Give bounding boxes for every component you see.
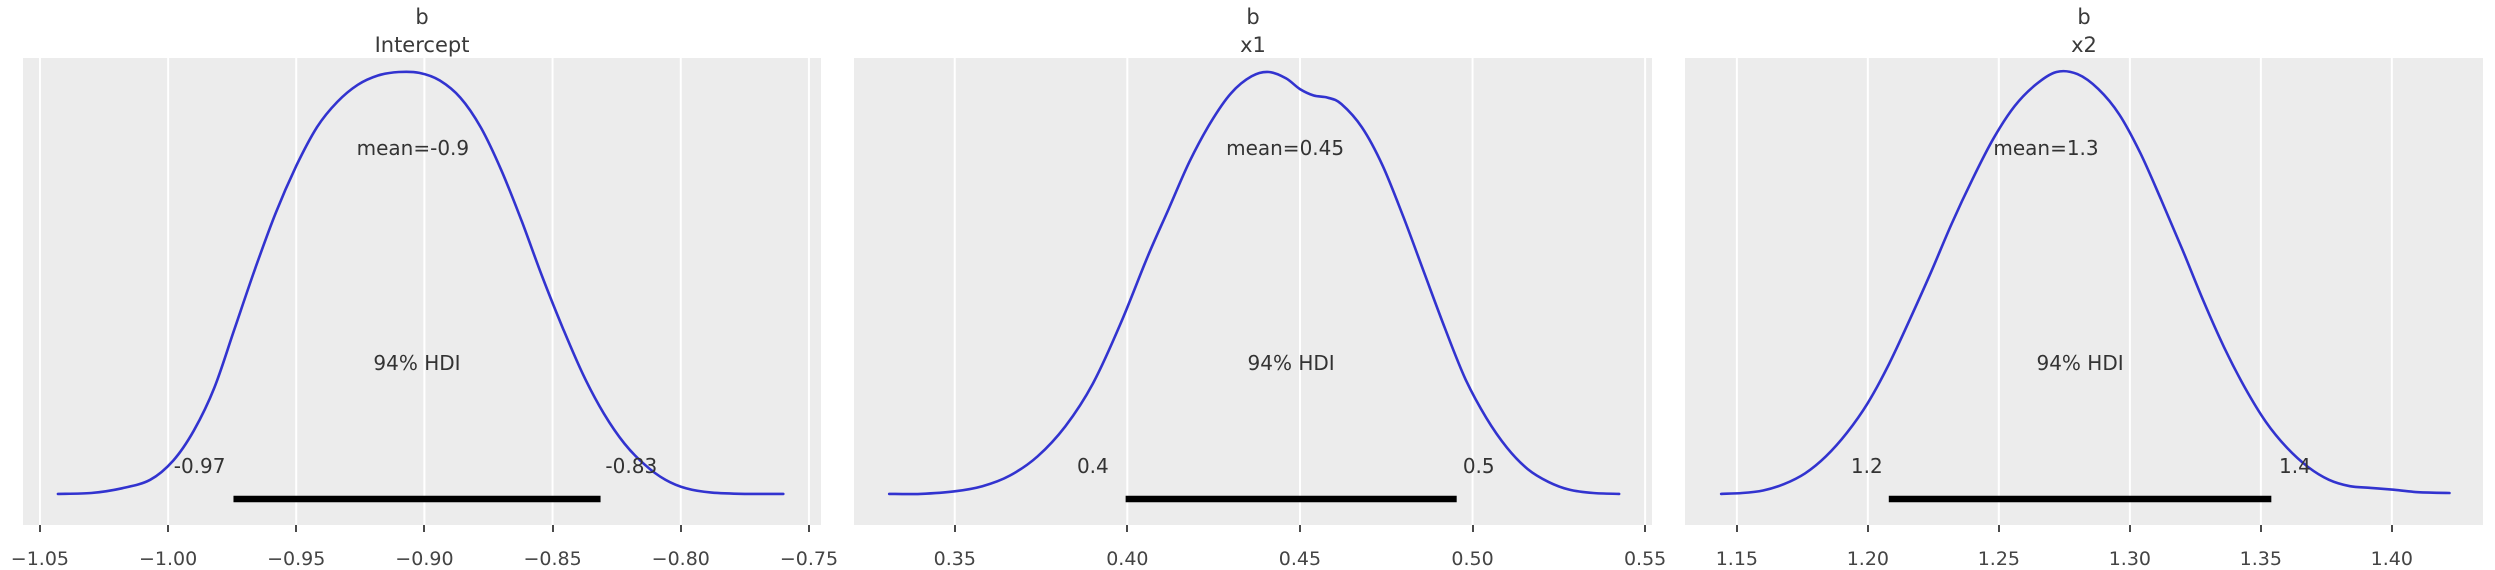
panel-title-line2: x2: [2071, 33, 2097, 57]
x-tick-mark: [1735, 525, 1738, 532]
x-tick-mark: [679, 525, 682, 532]
x-tick-mark: [551, 525, 554, 532]
panel-title-line2: x1: [1240, 33, 1266, 57]
x-tick-label: −1.00: [138, 548, 198, 570]
kde-curve: [56, 70, 785, 496]
panel-title: b x2: [1685, 3, 2483, 59]
x-tick-mark: [1866, 525, 1869, 532]
x-tick-label: 1.35: [2239, 548, 2282, 570]
x-tick-mark: [807, 525, 810, 532]
panel-title: b Intercept: [23, 3, 821, 59]
x-tick-mark: [38, 525, 41, 532]
x-tick-label: 0.55: [1623, 548, 1667, 570]
x-tick-label: 0.40: [1106, 548, 1149, 570]
x-tick-mark: [2390, 525, 2393, 532]
panel-title-line1: b: [1246, 5, 1260, 29]
x-tick-mark: [167, 525, 170, 532]
x-tick-mark: [2259, 525, 2262, 532]
panel-title: b x1: [854, 3, 1652, 59]
plot-area: mean=1.3 94% HDI 1.2 1.4: [1685, 58, 2483, 525]
x-tick-label: 1.25: [1977, 548, 2020, 570]
x-tick-label: −0.85: [523, 548, 582, 570]
x-tick-label: 1.20: [1846, 548, 1890, 570]
x-tick-mark: [1471, 525, 1474, 532]
panel-title-line2: Intercept: [374, 33, 470, 57]
x-tick-mark: [1997, 525, 2000, 532]
x-tick-label: 0.35: [933, 548, 976, 570]
kde-curve: [1719, 69, 2451, 496]
plot-area: mean=0.45 94% HDI 0.4 0.5: [854, 58, 1652, 525]
x-tick-mark: [953, 525, 956, 532]
panel-title-line1: b: [415, 5, 429, 29]
x-tick-label: 0.50: [1451, 548, 1494, 570]
kde-plot-svg: [1719, 58, 2451, 525]
x-tick-mark: [1126, 525, 1129, 532]
x-axis: −1.05 −1.00 −0.95 −0.90 −0.85 −0.80 −0.75: [11, 525, 838, 570]
x-tick-label: 1.40: [2370, 548, 2413, 570]
kde-plot-svg: [38, 58, 810, 525]
x-tick-mark: [2128, 525, 2131, 532]
x-tick-mark: [1644, 525, 1647, 532]
x-tick-label: 0.45: [1278, 548, 1322, 570]
kde-plot-svg: [887, 58, 1647, 525]
x-tick-mark: [1298, 525, 1301, 532]
x-tick-label: −0.80: [651, 548, 710, 570]
panel-intercept: b Intercept mean=-0.9 94% HDI -0.97 -0.8…: [11, 0, 838, 570]
x-axis: 1.15 1.20 1.25 1.30 1.35 1.40: [1685, 525, 2483, 570]
x-tick-mark: [295, 525, 298, 532]
x-tick-label: 1.15: [1715, 548, 1759, 570]
x-tick-label: −0.75: [779, 548, 839, 570]
x-axis: 0.35 0.40 0.45 0.50 0.55: [854, 525, 1666, 570]
x-tick-label: −0.95: [267, 548, 326, 570]
plot-area: mean=-0.9 94% HDI -0.97 -0.83: [23, 58, 821, 525]
kde-curve: [887, 70, 1621, 496]
x-tick-label: −0.90: [395, 548, 454, 570]
x-tick-label: −1.05: [10, 548, 70, 570]
panel-title-line1: b: [2077, 5, 2091, 29]
x-tick-mark: [423, 525, 426, 532]
x-tick-label: 1.30: [2108, 548, 2151, 570]
panel-x2: b x2 mean=1.3 94% HDI 1.2 1.4 1.15 1.20 1.…: [1685, 0, 2483, 570]
panel-x1: b x1 mean=0.45 94% HDI 0.4 0.5 0.35 0.40 0…: [854, 0, 1666, 570]
